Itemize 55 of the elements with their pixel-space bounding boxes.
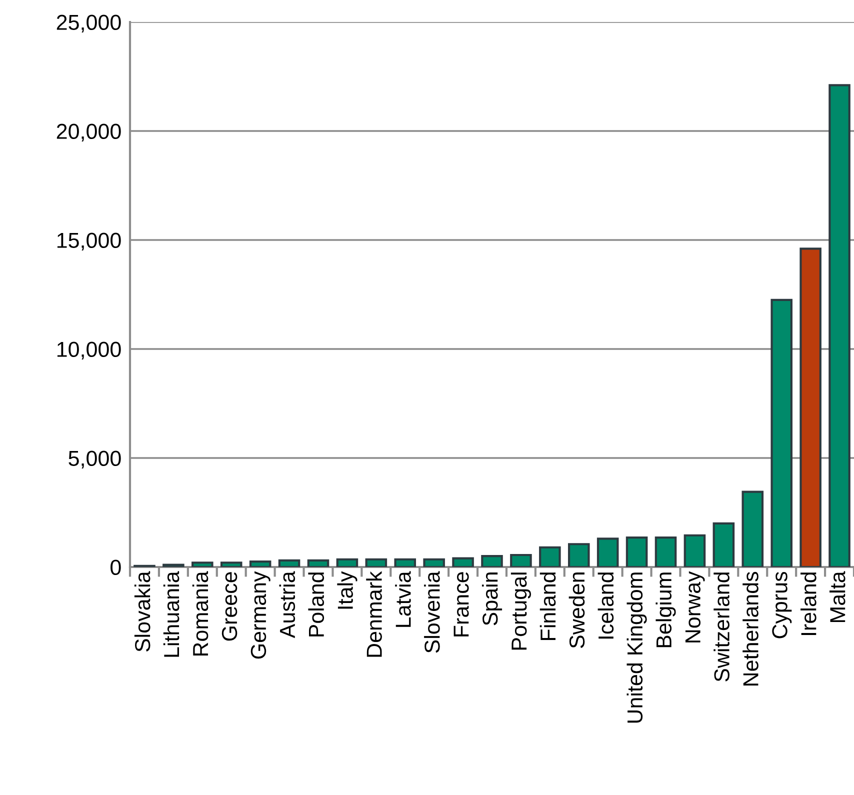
x-tick-label: Slovenia (424, 571, 440, 653)
bar (365, 558, 388, 567)
bar (220, 562, 242, 567)
x-tick-label: Slovakia (134, 571, 150, 652)
y-tick-label: 10,000 (57, 342, 121, 360)
x-tick-label: Denmark (366, 571, 382, 657)
bar (336, 558, 358, 567)
bar (278, 559, 300, 567)
x-tick-label: Ireland (800, 572, 816, 635)
bar (394, 558, 416, 567)
x-tick-label: Malta (829, 571, 846, 622)
x-tick-label: Italy (337, 571, 358, 609)
bar (510, 554, 532, 567)
x-tick-label: Spain (482, 572, 502, 626)
bar (742, 490, 764, 567)
x-tick-label: Lithuania (163, 571, 180, 657)
x-tick-label: Switzerland (714, 572, 730, 682)
x-tick-label: United Kingdom (626, 572, 647, 723)
x-tick-label: Greece (222, 572, 238, 641)
x-tick-label: Iceland (598, 572, 614, 639)
x-tick-label: Finland (540, 572, 556, 640)
y-tick-label: 20,000 (56, 124, 121, 142)
bar (162, 564, 184, 567)
x-tick-label: Cyprus (772, 572, 792, 638)
bar (539, 546, 561, 567)
bar (712, 522, 735, 567)
bar (626, 536, 648, 567)
x-tick-label: Germany (250, 571, 270, 659)
x-tick-label: France (454, 572, 469, 636)
bar (481, 555, 503, 567)
bar (684, 534, 706, 567)
bar (800, 248, 822, 567)
bar (192, 562, 214, 567)
bar (654, 536, 677, 567)
x-tick-label: Austria (279, 571, 296, 638)
x-tick-label: Sweden (568, 572, 585, 648)
bar (568, 543, 590, 567)
y-tick-label: 0 (110, 560, 121, 576)
y-tick-label: 15,000 (57, 232, 121, 251)
x-tick-label: Poland (308, 572, 324, 636)
y-tick-label: 25,000 (56, 14, 121, 33)
bar (770, 298, 792, 567)
x-tick-label: Netherlands (742, 572, 758, 686)
bar (423, 558, 445, 567)
x-tick-label: Romania (192, 571, 208, 656)
bar (307, 559, 330, 567)
x-tick-label: Latvia (395, 571, 411, 627)
y-tick-label: 5,000 (68, 450, 121, 469)
x-tick-label: Norway (685, 571, 705, 642)
bar (596, 538, 619, 567)
bar (828, 84, 850, 567)
x-tick-label: Belgium (656, 572, 676, 648)
bar (249, 560, 272, 567)
bar (452, 557, 474, 567)
x-tick-label: Portugal (510, 572, 531, 650)
